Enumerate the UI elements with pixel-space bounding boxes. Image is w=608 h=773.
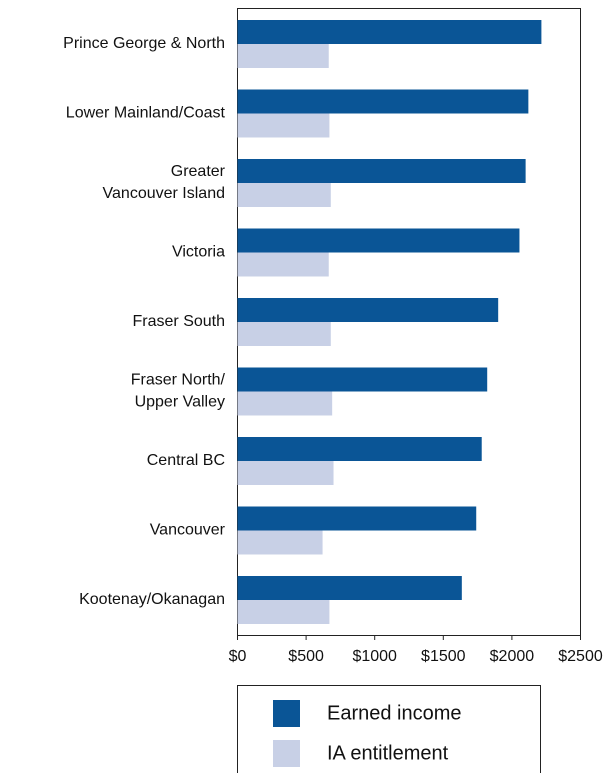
bar <box>237 20 542 44</box>
bar <box>237 576 462 600</box>
y-tick-label: Greater <box>171 163 226 180</box>
y-tick-label: Kootenay/Okanagan <box>79 591 225 608</box>
bar <box>237 298 499 322</box>
bar <box>237 506 477 531</box>
bar <box>237 44 329 68</box>
y-tick-label: Central BC <box>147 452 225 469</box>
bar <box>237 159 526 183</box>
y-tick-label: Fraser South <box>133 313 225 330</box>
y-tick-label: Victoria <box>172 244 225 261</box>
bar <box>237 367 488 392</box>
y-tick-label: Fraser North/ <box>131 372 226 389</box>
x-tick-label: $2000 <box>490 648 535 665</box>
y-tick-label: Upper Valley <box>135 394 225 411</box>
legend-text: Earned income <box>327 702 462 724</box>
y-tick-label: Vancouver <box>150 522 226 539</box>
x-tick-label: $0 <box>229 648 247 665</box>
bar <box>237 228 520 253</box>
y-tick-label: Vancouver Island <box>103 185 225 202</box>
x-tick-label: $1500 <box>421 648 466 665</box>
legend-text: IA entitlement <box>327 742 449 764</box>
y-tick-label: Prince George & North <box>63 35 225 52</box>
bar <box>237 391 333 416</box>
y-tick-label: Lower Mainland/Coast <box>66 105 226 122</box>
bar <box>237 183 331 207</box>
legend-box <box>237 685 541 773</box>
legend-swatch <box>273 740 300 767</box>
bar <box>237 113 330 138</box>
legend-swatch <box>273 700 300 727</box>
bar <box>237 600 330 624</box>
x-tick-label: $1000 <box>352 648 397 665</box>
bar <box>237 437 482 461</box>
bar <box>237 89 529 114</box>
x-tick-label: $2500 <box>558 648 603 665</box>
x-tick-label: $500 <box>288 648 324 665</box>
bar <box>237 322 331 346</box>
bar <box>237 530 323 555</box>
bar <box>237 252 329 277</box>
bar <box>237 461 334 485</box>
